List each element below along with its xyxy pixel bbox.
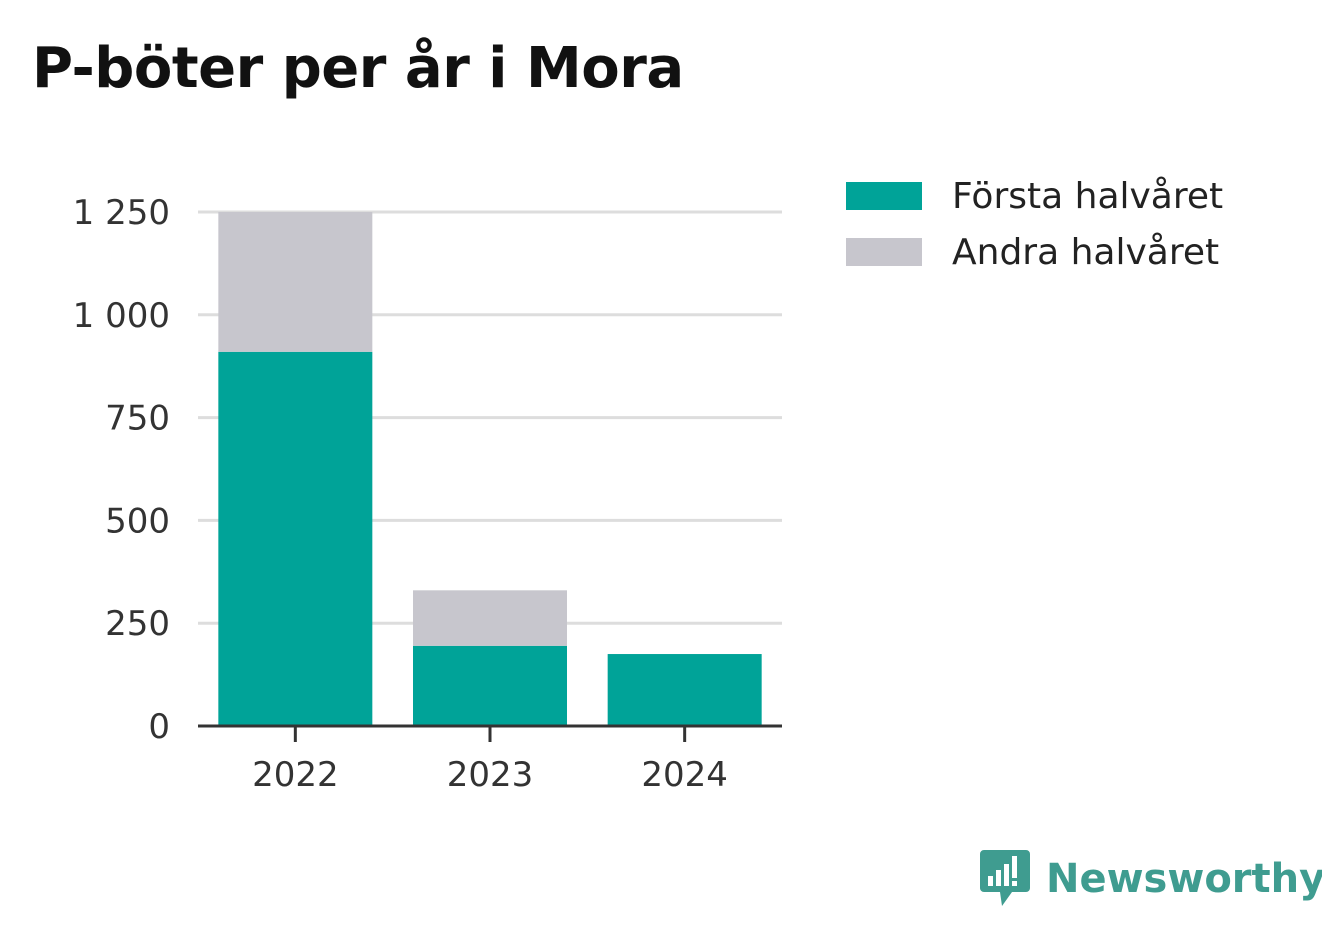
bar-2023-series-1 [413, 645, 567, 726]
bar-2024-series-1 [607, 654, 762, 726]
legend-label-first-half: Första halvåret [952, 175, 1224, 217]
chart-title: P-böter per år i Mora [32, 36, 684, 101]
y-tick-label: 0 [148, 707, 170, 747]
legend-item-second-half: Andra halvåret [846, 224, 1223, 280]
y-tick-label: 1 250 [73, 193, 170, 233]
brand-logo: Newsworthy [980, 848, 1322, 910]
y-tick-label: 1 000 [73, 296, 170, 336]
newsworthy-logo-icon [980, 850, 1030, 906]
y-tick-label: 250 [105, 604, 170, 644]
bars [218, 212, 762, 726]
x-tick-label: 2023 [447, 755, 534, 795]
legend-swatch-first-half [846, 182, 922, 210]
bar-2023-series-2 [413, 590, 567, 646]
legend-label-second-half: Andra halvåret [952, 231, 1220, 273]
legend: Första halvåret Andra halvåret [846, 168, 1223, 280]
x-tick-label: 2022 [252, 755, 339, 795]
bar-2022-series-1 [218, 351, 373, 726]
x-tick-label: 2024 [641, 755, 728, 795]
y-tick-label: 500 [105, 501, 170, 541]
legend-swatch-second-half [846, 238, 922, 266]
bar-2022-series-2 [218, 212, 373, 352]
brand-name: Newsworthy [1046, 856, 1322, 902]
axes: 0 250 500 750 1 000 1 250 2022 2023 2024 [73, 193, 782, 795]
y-tick-label: 750 [105, 399, 170, 439]
legend-item-first-half: Första halvåret [846, 168, 1223, 224]
